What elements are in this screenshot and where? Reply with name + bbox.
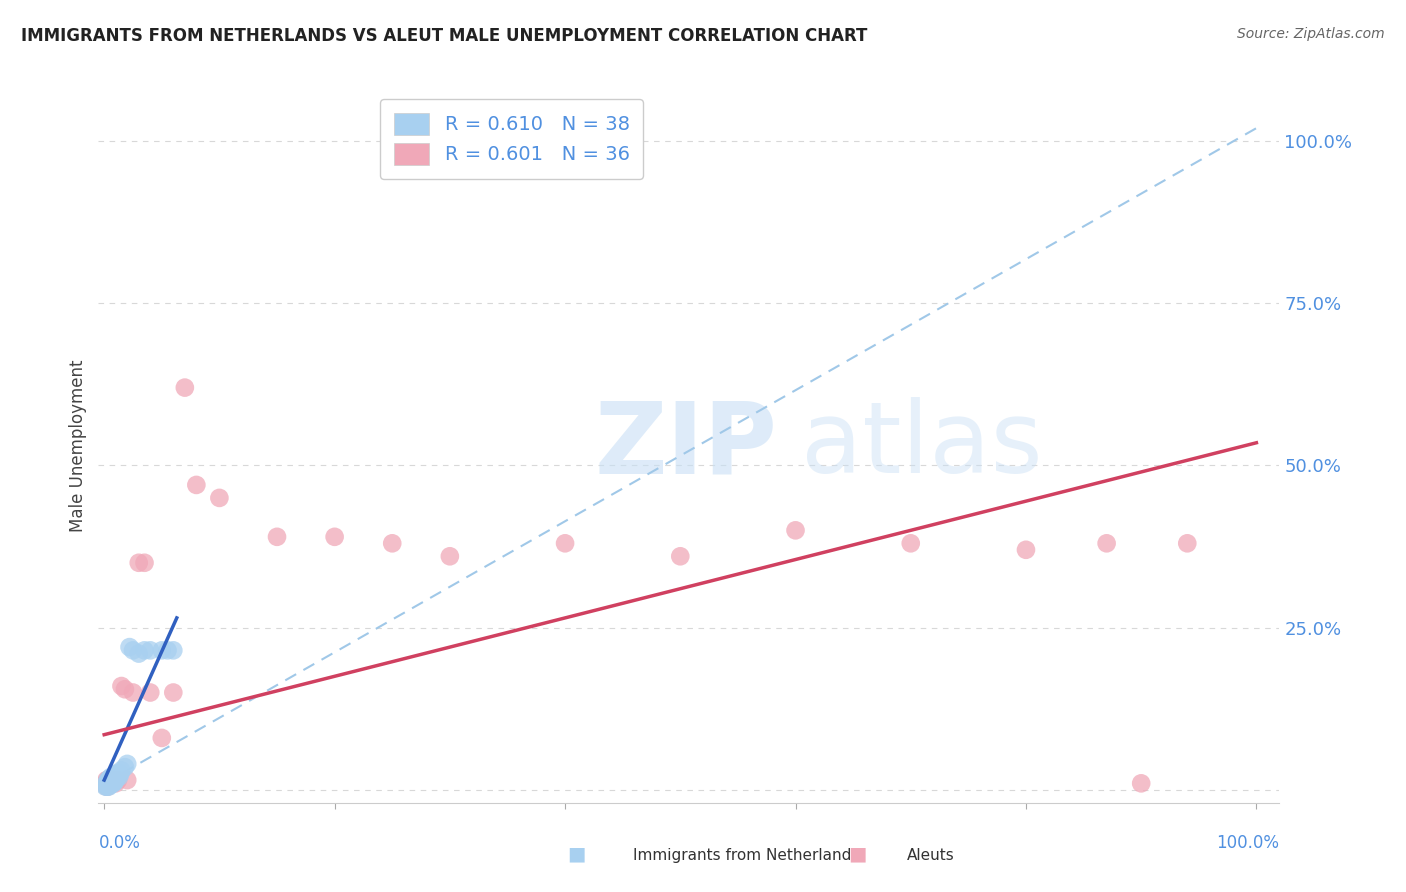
Point — [94, 780, 117, 794]
Point — [134, 556, 156, 570]
Point — [103, 776, 125, 790]
Point — [785, 524, 807, 538]
Point — [103, 768, 125, 782]
Point — [97, 773, 120, 788]
Point — [122, 685, 145, 699]
Point — [266, 530, 288, 544]
Point — [100, 770, 122, 784]
Point — [103, 775, 125, 789]
Legend: R = 0.610   N = 38, R = 0.601   N = 36: R = 0.610 N = 38, R = 0.601 N = 36 — [381, 99, 643, 178]
Point — [97, 780, 120, 794]
Y-axis label: Male Unemployment: Male Unemployment — [69, 359, 87, 533]
Point — [94, 776, 117, 790]
Point — [96, 776, 118, 790]
Point — [100, 773, 122, 788]
Point — [98, 771, 121, 785]
Point — [98, 776, 121, 790]
Text: 0.0%: 0.0% — [98, 834, 141, 852]
Point — [97, 776, 120, 790]
Point — [1175, 536, 1198, 550]
Point — [173, 381, 195, 395]
Point — [115, 756, 138, 771]
Point — [96, 780, 118, 794]
Text: ZIP: ZIP — [595, 398, 778, 494]
Point — [1095, 536, 1118, 550]
Point — [97, 776, 120, 790]
Point — [96, 780, 118, 794]
Point — [101, 776, 124, 790]
Point — [104, 776, 127, 790]
Point — [103, 770, 125, 784]
Text: Source: ZipAtlas.com: Source: ZipAtlas.com — [1237, 27, 1385, 41]
Point — [1015, 542, 1038, 557]
Point — [105, 770, 128, 784]
Point — [97, 776, 120, 790]
Point — [96, 773, 118, 788]
Point — [669, 549, 692, 564]
Point — [323, 530, 346, 544]
Point — [100, 778, 122, 792]
Text: atlas: atlas — [801, 398, 1043, 494]
Point — [900, 536, 922, 550]
Point — [118, 640, 141, 654]
Point — [108, 770, 131, 784]
Point — [97, 780, 120, 794]
Point — [98, 775, 121, 789]
Point — [162, 685, 184, 699]
Point — [208, 491, 231, 505]
Point — [107, 773, 129, 788]
Point — [134, 643, 156, 657]
Point — [104, 766, 127, 780]
Text: Aleuts: Aleuts — [907, 848, 955, 863]
Point — [150, 731, 173, 745]
Point — [97, 780, 120, 794]
Point — [128, 647, 150, 661]
Point — [107, 766, 129, 780]
Point — [110, 766, 132, 780]
Point — [110, 764, 132, 778]
Point — [139, 685, 162, 699]
Text: 100.0%: 100.0% — [1216, 834, 1279, 852]
Point — [1130, 776, 1153, 790]
Point — [101, 771, 124, 785]
Point — [186, 478, 208, 492]
Point — [122, 643, 145, 657]
Point — [97, 773, 120, 788]
Point — [103, 773, 125, 788]
Point — [139, 643, 162, 657]
Point — [98, 778, 121, 792]
Point — [554, 536, 576, 550]
Point — [439, 549, 461, 564]
Point — [128, 556, 150, 570]
Point — [162, 643, 184, 657]
Point — [114, 760, 136, 774]
Point — [150, 643, 173, 657]
Point — [381, 536, 404, 550]
Text: IMMIGRANTS FROM NETHERLANDS VS ALEUT MALE UNEMPLOYMENT CORRELATION CHART: IMMIGRANTS FROM NETHERLANDS VS ALEUT MAL… — [21, 27, 868, 45]
Point — [100, 776, 122, 790]
Point — [97, 773, 120, 788]
Text: ■: ■ — [567, 845, 586, 863]
Point — [156, 643, 179, 657]
Point — [110, 679, 132, 693]
Text: ■: ■ — [848, 845, 868, 863]
Point — [114, 682, 136, 697]
Point — [115, 773, 138, 788]
Point — [104, 773, 127, 788]
Point — [101, 776, 124, 790]
Text: Immigrants from Netherlands: Immigrants from Netherlands — [633, 848, 859, 863]
